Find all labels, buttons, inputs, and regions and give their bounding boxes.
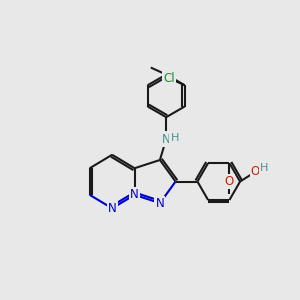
Text: N: N: [108, 202, 116, 215]
Text: O: O: [225, 175, 234, 188]
Text: H: H: [260, 164, 269, 173]
Text: N: N: [130, 188, 139, 201]
Text: H: H: [170, 133, 179, 142]
Text: N: N: [155, 196, 164, 210]
Text: O: O: [251, 165, 260, 178]
Text: Cl: Cl: [164, 72, 175, 85]
Text: N: N: [162, 133, 171, 146]
